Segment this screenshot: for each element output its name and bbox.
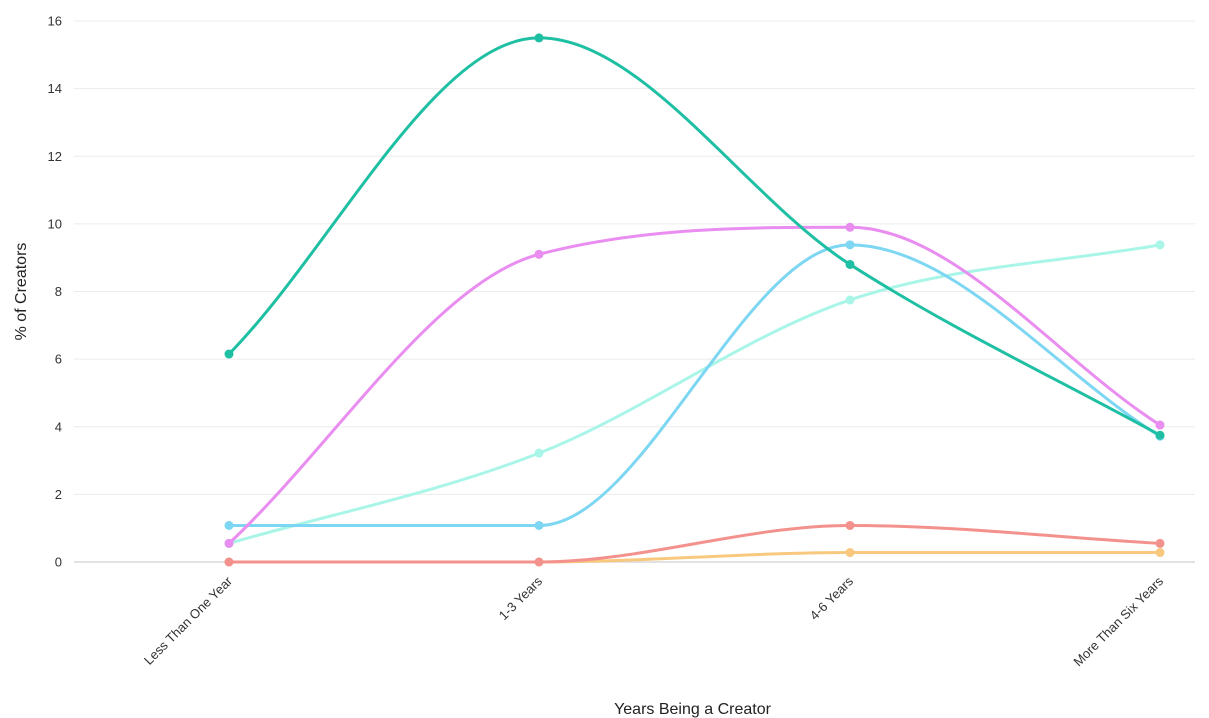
series-line xyxy=(227,243,1162,527)
data-point[interactable] xyxy=(224,349,234,359)
data-point[interactable] xyxy=(845,520,855,530)
y-tick-label: 6 xyxy=(55,352,62,367)
data-point[interactable] xyxy=(224,520,234,530)
data-point[interactable] xyxy=(224,557,234,567)
data-point[interactable] xyxy=(1155,240,1165,250)
y-tick-label: 14 xyxy=(48,81,62,96)
data-point[interactable] xyxy=(845,548,855,558)
tick-labels: 0 2 4 6 8 10 12 14 16 Less Than One Year 1-3 Years… xyxy=(48,14,1167,670)
y-tick-label: 10 xyxy=(48,216,62,231)
data-point[interactable] xyxy=(845,259,855,269)
series-line xyxy=(227,36,1162,437)
series-5 xyxy=(224,520,1165,567)
series-group xyxy=(224,33,1165,567)
data-point[interactable] xyxy=(534,33,544,43)
x-tick-label: Less Than One Year xyxy=(141,573,236,668)
series-3 xyxy=(224,240,1165,530)
y-tick-label: 2 xyxy=(55,487,62,502)
data-point[interactable] xyxy=(845,295,855,305)
data-point[interactable] xyxy=(845,240,855,250)
data-point[interactable] xyxy=(534,448,544,458)
y-axis-title: % of Creators xyxy=(13,243,30,341)
x-tick-label: 4-6 Years xyxy=(807,573,857,623)
x-axis-title: Years Being a Creator xyxy=(614,701,772,718)
data-point[interactable] xyxy=(1155,430,1165,440)
data-point[interactable] xyxy=(1155,420,1165,430)
series-2 xyxy=(224,222,1165,548)
series-6 xyxy=(224,548,1165,567)
data-point[interactable] xyxy=(224,538,234,548)
x-tick-label: 1-3 Years xyxy=(496,573,546,623)
data-point[interactable] xyxy=(534,249,544,259)
data-point[interactable] xyxy=(1155,538,1165,548)
y-tick-label: 0 xyxy=(55,555,62,570)
data-point[interactable] xyxy=(1155,548,1165,558)
x-tick-label: More Than Six Years xyxy=(1070,573,1166,669)
y-tick-label: 12 xyxy=(48,149,62,164)
y-tick-label: 16 xyxy=(48,14,62,29)
data-point[interactable] xyxy=(534,520,544,530)
gridlines xyxy=(74,20,1195,495)
series-1 xyxy=(224,33,1165,440)
data-point[interactable] xyxy=(534,557,544,567)
series-line xyxy=(227,225,1162,545)
series-line xyxy=(227,523,1162,564)
series-line xyxy=(227,243,1162,545)
y-tick-label: 4 xyxy=(55,419,62,434)
data-point[interactable] xyxy=(845,222,855,232)
y-tick-label: 8 xyxy=(55,284,62,299)
